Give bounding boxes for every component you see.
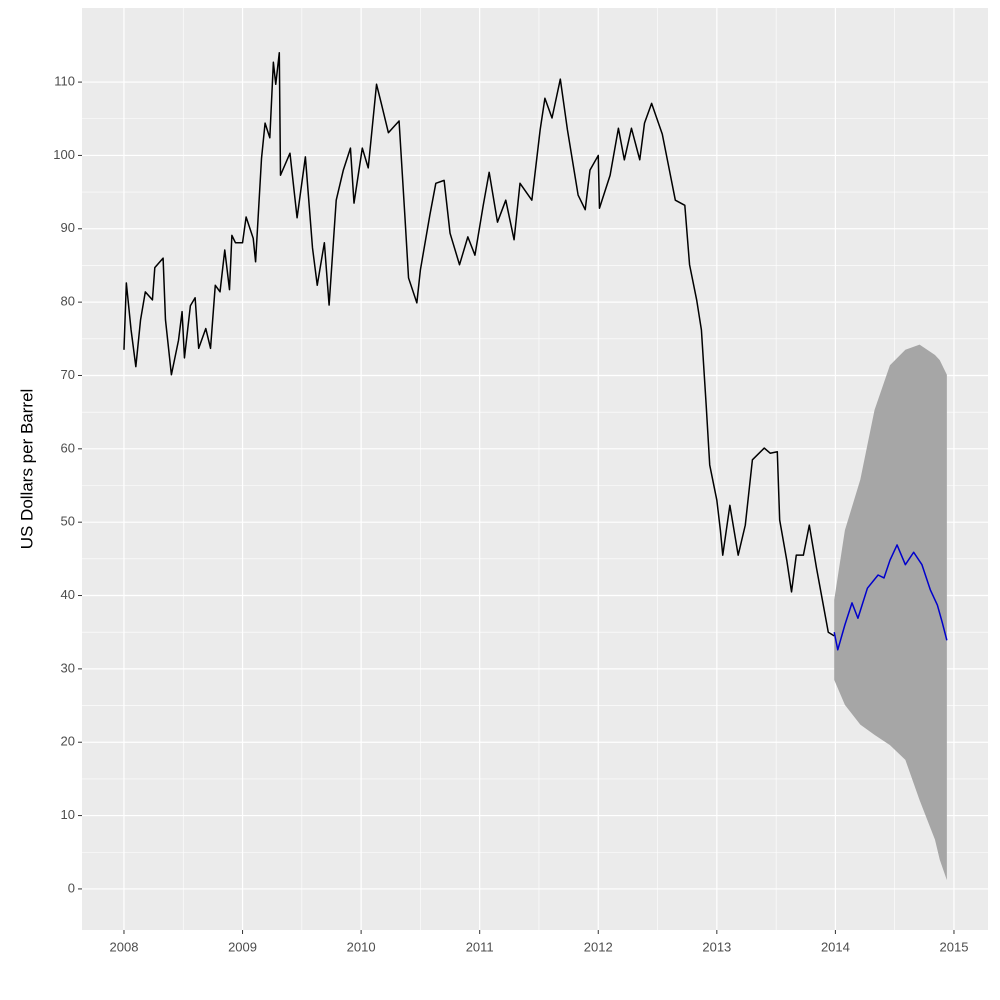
y-tick-label: 30	[61, 660, 75, 675]
y-tick-label: 100	[53, 147, 75, 162]
y-tick-label: 70	[61, 367, 75, 382]
x-tick-label: 2010	[347, 939, 376, 954]
y-tick-label: 50	[61, 514, 75, 529]
x-tick-label: 2009	[228, 939, 257, 954]
y-tick-label: 110	[54, 74, 75, 89]
y-tick-label: 40	[61, 587, 75, 602]
forecast-interval	[834, 344, 947, 881]
x-tick-label: 2013	[702, 939, 731, 954]
x-tick-label: 2008	[110, 939, 139, 954]
series-line	[833, 544, 948, 651]
series-line	[123, 51, 835, 637]
x-tick-label: 2015	[940, 939, 969, 954]
y-tick-label: 80	[61, 294, 75, 309]
x-tick-label: 2014	[821, 939, 850, 954]
x-tick-label: 2012	[584, 939, 613, 954]
y-tick-label: 20	[61, 734, 75, 749]
x-tick-label: 2011	[466, 939, 494, 954]
y-tick-label: 60	[61, 440, 75, 455]
y-tick-label: 10	[61, 807, 75, 822]
y-axis-title: US Dollars per Barrel	[17, 389, 36, 550]
y-tick-label: 90	[61, 220, 75, 235]
y-tick-label: 0	[68, 880, 75, 895]
panel	[82, 8, 988, 930]
